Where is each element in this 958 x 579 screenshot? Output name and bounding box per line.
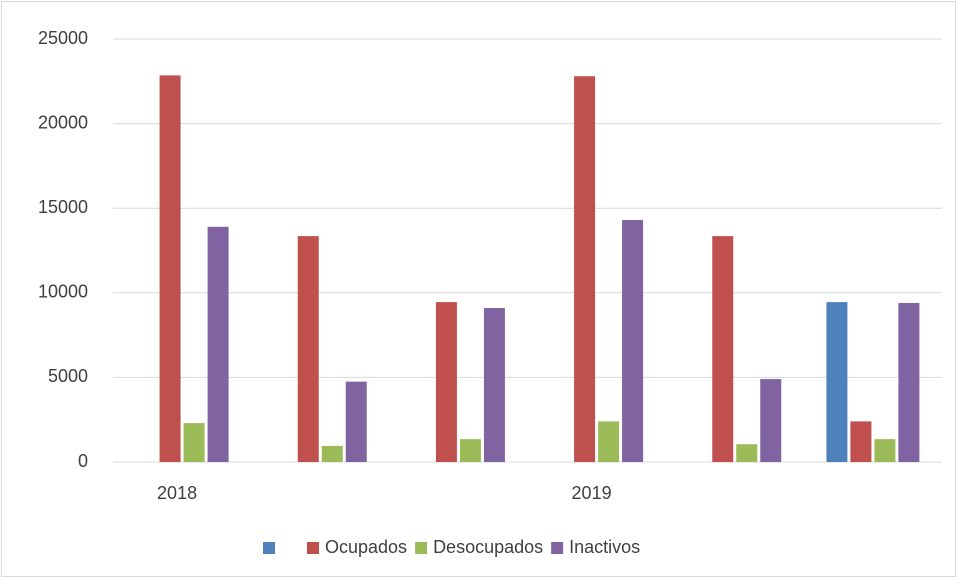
bar <box>207 226 229 462</box>
bar <box>826 302 848 462</box>
bar <box>159 75 181 463</box>
bar <box>760 379 782 462</box>
bar <box>321 445 343 462</box>
bar <box>712 236 734 462</box>
x-tick-label: 2019 <box>572 483 612 503</box>
bar <box>297 236 319 462</box>
x-tick-label: 2018 <box>157 483 197 503</box>
legend-label: Inactivos <box>569 537 640 557</box>
legend-label: Ocupados <box>325 537 407 557</box>
legend-swatch <box>263 542 275 554</box>
y-tick-label: 5000 <box>48 366 88 386</box>
bar <box>850 421 872 462</box>
bar <box>483 308 505 462</box>
bar <box>459 439 481 462</box>
bar <box>598 421 620 462</box>
y-tick-label: 10000 <box>38 282 88 302</box>
y-tick-label: 15000 <box>38 197 88 217</box>
y-tick-label: 0 <box>78 451 88 471</box>
bar <box>898 302 920 462</box>
legend-swatch <box>307 542 319 554</box>
bar <box>574 76 596 462</box>
bar <box>345 381 367 462</box>
legend-label: Desocupados <box>433 537 543 557</box>
y-tick-label: 20000 <box>38 112 88 132</box>
bar <box>736 444 758 462</box>
bar <box>435 302 457 462</box>
legend-swatch <box>415 542 428 554</box>
y-tick-label: 25000 <box>38 28 88 48</box>
bar <box>622 220 644 462</box>
bar <box>183 423 205 462</box>
bar <box>874 439 896 462</box>
legend-swatch <box>551 542 564 554</box>
